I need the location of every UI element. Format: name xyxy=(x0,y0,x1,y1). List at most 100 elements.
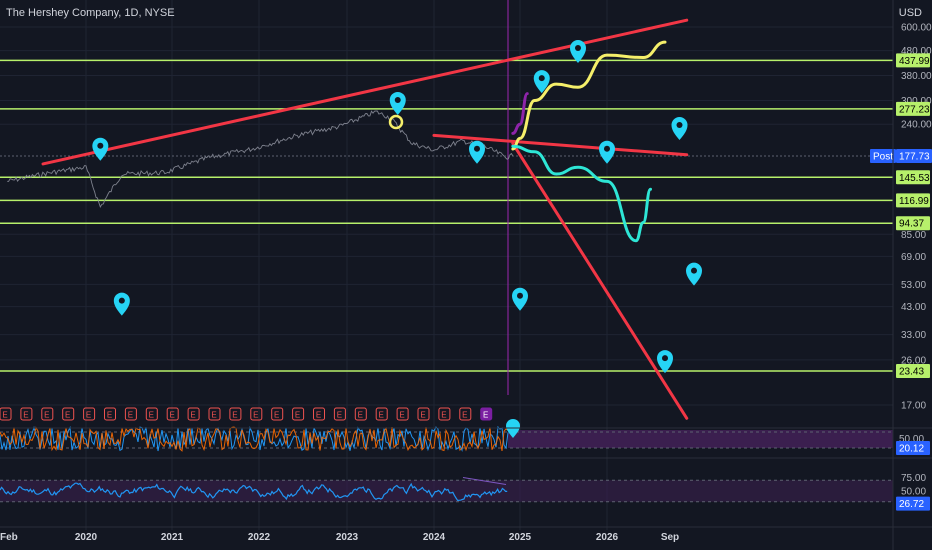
last-price-value: 177.73 xyxy=(899,152,930,163)
last-price-tag xyxy=(896,149,932,164)
marker-pin-icon xyxy=(570,40,586,64)
earnings-badge-letter: E xyxy=(379,411,384,420)
earnings-badge-letter: E xyxy=(86,411,91,420)
earnings-badge-letter: E xyxy=(253,411,258,420)
earnings-badge-letter: E xyxy=(149,411,154,420)
x-tick-label: Sep xyxy=(661,532,679,543)
marker-pin-icon xyxy=(469,140,485,164)
y-tick-label: 300.00 xyxy=(901,96,932,107)
osc1-value: 20.12 xyxy=(899,444,924,455)
earnings-badge-letter: E xyxy=(23,411,28,420)
earnings-badge-letter: E xyxy=(170,411,175,420)
y-tick-label: 480.00 xyxy=(901,46,932,57)
earnings-badge xyxy=(83,407,96,421)
rsi-line xyxy=(0,482,508,502)
osc1-value-tag xyxy=(896,441,930,455)
peak-circle xyxy=(388,114,404,130)
y-tick-label: 240.00 xyxy=(901,120,932,131)
rsi-tick: 75.00 xyxy=(901,473,926,484)
level-tag xyxy=(896,193,930,208)
earnings-badge-letter: E xyxy=(399,411,404,420)
y-tick-label: 85.00 xyxy=(901,230,926,241)
rsi-divergence-line xyxy=(462,477,507,486)
osc1-future-band xyxy=(508,430,893,448)
projection-path-purple xyxy=(511,92,529,135)
earnings-badge xyxy=(271,407,284,421)
earnings-badge xyxy=(375,407,388,421)
marker-pin-shape xyxy=(657,350,673,374)
post-badge xyxy=(870,149,896,164)
marker-pin-shape xyxy=(113,292,130,316)
earnings-badge-letter: E xyxy=(358,411,363,420)
marker-pin-icon xyxy=(657,350,673,374)
earnings-badge xyxy=(104,407,116,421)
marker-pin-shape xyxy=(512,287,528,311)
x-tick-label: 2025 xyxy=(509,532,532,543)
earnings-badge-letter: E xyxy=(211,411,216,420)
earnings-badge-letter: E xyxy=(483,411,488,420)
marker-pin-dot xyxy=(474,145,480,152)
level-tag-value: 145.53 xyxy=(899,173,930,184)
earnings-badge-letter: E xyxy=(232,411,237,420)
earnings-badge-letter: E xyxy=(316,411,321,420)
symbol-title: The Hershey Company, 1D, NYSE xyxy=(6,7,175,19)
earnings-badge xyxy=(250,407,263,421)
earnings-badge-letter: E xyxy=(44,411,49,420)
marker-pin-dot xyxy=(662,355,668,362)
y-tick-label: 69.00 xyxy=(901,252,926,263)
earnings-badge-letter: E xyxy=(2,411,7,420)
trendline xyxy=(432,133,689,157)
marker-pin-dot xyxy=(394,96,401,103)
marker-pin-icon xyxy=(671,117,688,141)
earnings-badge xyxy=(229,407,242,421)
x-tick-label: 2026 xyxy=(596,532,619,543)
post-badge-label: Post xyxy=(873,152,893,163)
y-tick-label: 600.00 xyxy=(901,23,932,34)
x-tick-label: Feb xyxy=(0,532,18,543)
x-tick-label: 2020 xyxy=(75,532,98,543)
osc1-tick: 50.00 xyxy=(899,434,924,445)
level-tag-value: 94.37 xyxy=(899,219,924,230)
marker-pin-shape xyxy=(389,91,406,115)
earnings-badge xyxy=(459,407,472,421)
level-tag xyxy=(896,363,930,378)
marker-pin-dot xyxy=(517,292,523,299)
marker-pin-icon xyxy=(92,137,109,161)
marker-pin-shape xyxy=(599,140,615,164)
marker-pin-icon xyxy=(599,140,615,164)
marker-pin-icon xyxy=(113,292,130,316)
earnings-badge xyxy=(187,407,200,421)
rsi-tick: 50.00 xyxy=(901,487,926,498)
earnings-badge xyxy=(0,407,12,421)
projection-path-cyan xyxy=(511,144,652,243)
earnings-badge xyxy=(417,407,430,421)
y-tick-label: 26.00 xyxy=(901,355,926,366)
level-tag-value: 116.99 xyxy=(899,196,929,207)
y-tick-label: 33.00 xyxy=(901,330,926,341)
earnings-badge-letter: E xyxy=(441,411,446,420)
trendline xyxy=(511,142,689,420)
rsi-band xyxy=(0,480,893,502)
marker-pin-shape xyxy=(92,137,109,161)
earnings-badge-letter: E xyxy=(337,411,342,420)
earnings-badge xyxy=(333,407,346,421)
earnings-badge xyxy=(396,407,409,421)
earnings-badge-letter: E xyxy=(65,411,70,420)
marker-pin-shape xyxy=(671,117,688,141)
earnings-badge xyxy=(354,407,367,421)
marker-pin-dot xyxy=(691,267,697,274)
rsi-value-tag xyxy=(896,496,930,511)
marker-pin-shape xyxy=(686,262,702,286)
earnings-badge-letter: E xyxy=(190,411,195,420)
y-tick-label: 43.00 xyxy=(901,302,926,313)
earnings-badge-letter: E xyxy=(128,411,133,420)
level-tag-value: 23.43 xyxy=(899,366,924,377)
marker-pin-dot xyxy=(97,142,104,149)
marker-pin-dot xyxy=(538,75,545,82)
earnings-badge-letter: E xyxy=(420,411,425,420)
level-tag-value: 277.23 xyxy=(899,104,930,115)
currency-label[interactable]: USD xyxy=(898,7,922,19)
